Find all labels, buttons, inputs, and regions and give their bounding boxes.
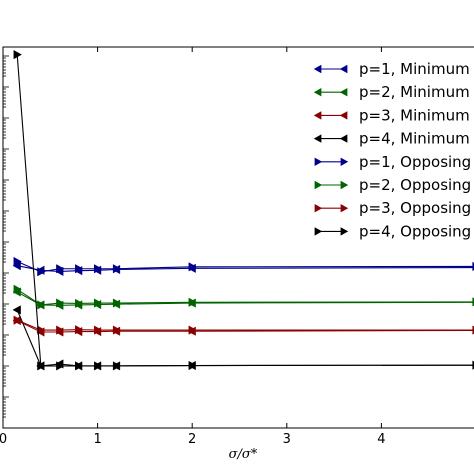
legend-marker: [313, 64, 322, 74]
x-tick-label: 2: [188, 432, 196, 447]
data-point: [37, 325, 46, 335]
data-point: [188, 297, 197, 307]
legend-marker: [314, 157, 323, 166]
data-point: [56, 298, 65, 308]
legend-entry: p=4, Minimum: [359, 130, 470, 148]
series-7: [13, 315, 474, 335]
legend-marker: [339, 111, 348, 120]
x-tick-label: 3: [283, 432, 291, 447]
x-tick-label: 4: [377, 432, 385, 447]
data-point: [112, 361, 122, 371]
legend-marker: [339, 64, 348, 74]
series-6: [13, 284, 474, 310]
data-point: [75, 264, 84, 274]
legend-marker: [313, 88, 322, 97]
legend-marker: [339, 134, 348, 143]
data-point: [56, 264, 65, 274]
legend-marker: [313, 134, 322, 143]
plot-axes: 0 1 2 3 4: [0, 46, 474, 447]
data-point: [37, 361, 46, 371]
data-point: [56, 325, 65, 335]
data-point: [13, 284, 22, 294]
series-8: [13, 49, 474, 371]
data-point: [75, 325, 84, 335]
legend-entry: p=3, Opposing: [359, 199, 471, 217]
legend-entry: p=1, Opposing: [359, 153, 471, 171]
legend-marker: [340, 157, 349, 166]
legend-marker: [313, 111, 322, 120]
data-point: [188, 325, 197, 335]
data-point: [37, 300, 46, 310]
data-point: [93, 264, 103, 274]
data-point: [13, 315, 22, 325]
legend-marker: [314, 204, 323, 213]
legend-entry: p=3, Minimum: [359, 106, 470, 124]
x-tick-label: 1: [93, 432, 101, 447]
series-line: [16, 309, 474, 367]
data-point: [12, 305, 21, 315]
data-point: [188, 360, 197, 371]
data-point: [13, 256, 22, 267]
data-point: [13, 49, 22, 60]
legend-marker: [340, 180, 349, 190]
plot-frame: [2, 46, 474, 429]
data-point: [112, 264, 122, 274]
data-point: [75, 361, 84, 371]
legend-entry: p=1, Minimum: [359, 60, 470, 78]
data-point: [56, 361, 65, 371]
x-axis-label: σ/σ*: [229, 447, 258, 462]
data-point: [112, 298, 122, 308]
legend-marker: [340, 204, 349, 213]
series-line: [16, 319, 474, 331]
x-tick-label: 0: [0, 432, 7, 447]
data-point: [188, 262, 197, 272]
series-2: [12, 287, 474, 310]
legend-entry: p=2, Opposing: [359, 176, 471, 194]
legend-entry: p=2, Minimum: [359, 83, 470, 101]
legend-marker: [314, 227, 323, 236]
series-3: [12, 315, 474, 337]
legend-entry: p=4, Opposing: [359, 222, 471, 240]
data-point: [93, 298, 103, 308]
legend-marker: [340, 227, 349, 236]
series-4: [12, 305, 474, 371]
series-5: [13, 256, 474, 277]
data-point: [93, 325, 103, 335]
legend-marker: [339, 88, 348, 97]
legend: p=1, Minimum p=2, Minimum p=3, Minimum p=4,…: [313, 60, 471, 240]
series-layer: [12, 49, 474, 371]
data-point: [93, 361, 103, 371]
data-point: [112, 325, 122, 335]
data-point: [75, 298, 84, 309]
data-point: [37, 267, 46, 277]
legend-marker: [314, 180, 323, 190]
